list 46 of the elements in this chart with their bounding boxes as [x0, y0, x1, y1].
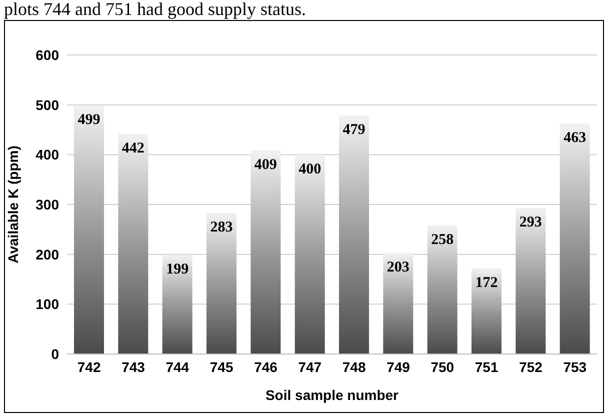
x-tick-label: 743	[122, 358, 146, 375]
data-label: 442	[122, 140, 144, 156]
bar	[162, 254, 192, 354]
data-label: 463	[564, 130, 586, 146]
y-tick-label: 300	[36, 196, 60, 212]
data-label: 172	[475, 274, 498, 291]
x-tick-label: 744	[166, 358, 190, 375]
x-tick-label: 746	[254, 358, 278, 375]
y-tick-label: 600	[36, 46, 60, 63]
bar	[560, 123, 590, 354]
x-tick-label: 753	[563, 358, 587, 375]
data-label: 293	[519, 214, 542, 231]
bar	[206, 212, 236, 354]
x-tick-label: 742	[77, 358, 101, 375]
x-tick-label: 747	[298, 358, 322, 375]
text: plots 744 and 751 had good supply status.	[4, 0, 306, 19]
bar	[74, 105, 104, 354]
y-tick-label: 200	[36, 246, 60, 262]
y-tick-label: 400	[36, 146, 60, 163]
y-axis-title: Available K (ppm)	[4, 146, 21, 264]
x-tick-label: 751	[474, 358, 498, 375]
bar	[383, 252, 414, 354]
data-label: 199	[166, 261, 189, 278]
data-label: 258	[431, 232, 454, 248]
x-tick-label: 749	[386, 358, 410, 375]
x-axis-title: Soil sample number	[265, 387, 400, 403]
bar	[427, 225, 458, 354]
bar	[118, 134, 148, 354]
y-tick-label: 0	[51, 346, 60, 362]
bar	[339, 115, 369, 354]
data-label: 283	[210, 220, 233, 236]
bar	[516, 208, 546, 354]
data-label: 499	[78, 112, 100, 128]
x-tick-label: 752	[519, 358, 543, 375]
x-tick-label: 750	[430, 358, 454, 375]
bar	[294, 154, 325, 354]
x-tick-label: 748	[342, 358, 366, 375]
data-label: 203	[386, 259, 410, 276]
bar	[472, 268, 502, 354]
bar	[250, 150, 281, 354]
data-label: 479	[342, 122, 366, 138]
x-tick-label: 745	[210, 358, 234, 375]
y-tick-label: 100	[36, 296, 60, 312]
data-label: 409	[254, 156, 277, 173]
data-label: 400	[298, 161, 322, 178]
y-tick-label: 500	[36, 96, 60, 113]
